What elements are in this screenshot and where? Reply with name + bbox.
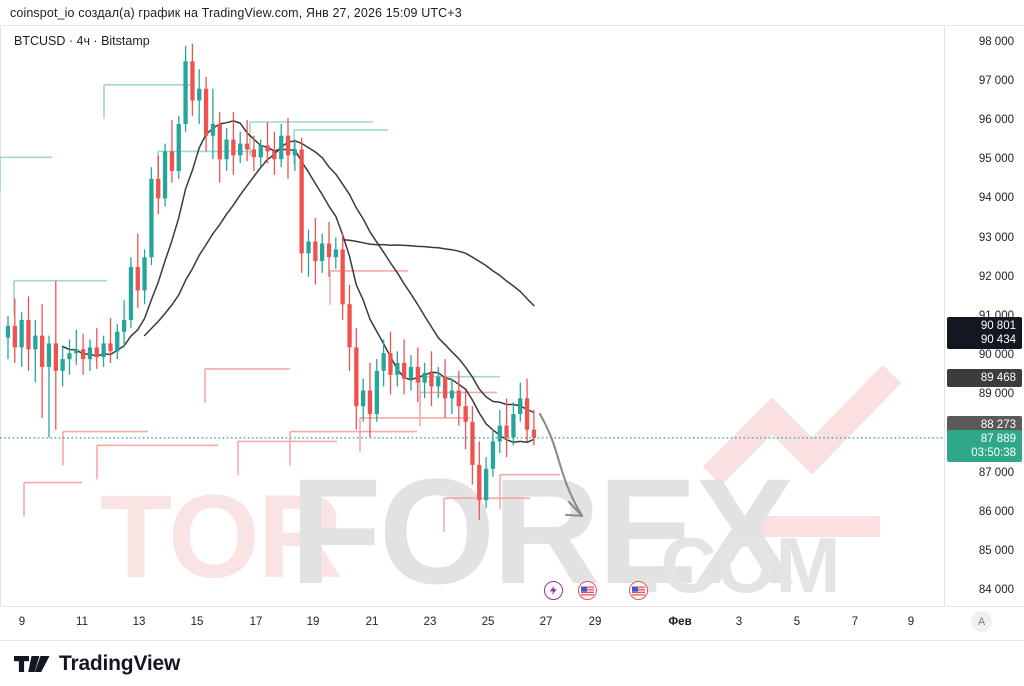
time-tick-label: 27 — [539, 616, 553, 628]
price-tick-label: 93 000 — [978, 231, 1014, 244]
us-flag-icon[interactable] — [629, 581, 648, 600]
tradingview-footer: TradingView — [0, 640, 1024, 686]
price-tick-label: 96 000 — [978, 114, 1014, 127]
time-tick-label: 9 — [907, 616, 915, 628]
price-axis[interactable]: 98 000 97 000 96 000 95 000 94 000 93 000 92 0… — [944, 26, 1024, 606]
ma-price-badge-3: 89 468 — [947, 369, 1022, 387]
price-badge-value: 87 889 — [980, 432, 1016, 445]
chart-frame: TOR FOREX .COM 98 000 97 000 96 000 95 000 9… — [0, 26, 1024, 640]
time-tick-label: 25 — [481, 616, 495, 628]
time-tick-label: 21 — [365, 616, 379, 628]
price-tick-label: 95 000 — [978, 153, 1014, 166]
tradingview-wordmark: TradingView — [59, 651, 181, 675]
price-tick-label: 87 000 — [978, 466, 1014, 479]
time-axis[interactable]: A 9 11 13 15 17 19 21 23 25 27 29 Фев 3 5 7 9 — [0, 606, 1024, 640]
time-tick-label: 17 — [249, 616, 263, 628]
time-tick-label: 3 — [735, 616, 743, 628]
lightning-bolt-icon[interactable] — [544, 581, 563, 600]
price-badge-value: 90 801 — [980, 319, 1016, 332]
candlestick-series — [0, 43, 944, 533]
price-tick-label: 89 000 — [978, 388, 1014, 401]
price-tick-label: 98 000 — [978, 35, 1014, 48]
time-tick-label: 29 — [588, 616, 602, 628]
time-tick-label: 13 — [132, 616, 146, 628]
time-tick-label: 23 — [423, 616, 437, 628]
price-badge-countdown: 03:50:38 — [971, 446, 1016, 459]
price-tick-label: 92 000 — [978, 270, 1014, 283]
symbol-legend[interactable]: BTCUSD · 4ч · Bitstamp — [14, 34, 150, 48]
time-tick-label: 15 — [190, 616, 204, 628]
chart-plot-area[interactable]: TOR FOREX .COM — [0, 26, 944, 606]
ma-price-badge-1: 90 801 — [947, 316, 1022, 335]
time-tick-label: Фев — [668, 616, 692, 628]
time-tick-label: 7 — [851, 616, 859, 628]
price-badge-value: 90 434 — [980, 334, 1016, 347]
tradingview-logo-icon — [14, 655, 50, 672]
price-tick-label: 94 000 — [978, 192, 1014, 205]
price-tick-label: 86 000 — [978, 505, 1014, 518]
time-tick-label: 19 — [306, 616, 320, 628]
attribution-text: coinspot_io создал(а) график на TradingV… — [10, 5, 462, 20]
price-tick-label: 85 000 — [978, 545, 1014, 558]
price-tick-label: 97 000 — [978, 74, 1014, 87]
price-badge-value: 89 468 — [980, 372, 1016, 384]
time-tick-label: 11 — [76, 616, 88, 628]
price-tick-label: 84 000 — [978, 584, 1014, 597]
auto-scale-button[interactable]: A — [971, 611, 992, 632]
time-tick-label: 5 — [793, 616, 801, 628]
time-tick-label: 9 — [18, 616, 26, 628]
plot-left-border — [0, 26, 1, 606]
attribution-bar: coinspot_io создал(а) график на TradingV… — [0, 0, 1024, 26]
last-price-badge[interactable]: 87 889 03:50:38 — [947, 429, 1022, 462]
price-badge-value: 88 273 — [980, 418, 1016, 431]
price-tick-label: 90 000 — [978, 349, 1014, 362]
us-flag-icon[interactable] — [578, 581, 597, 600]
ma-price-badge-4: 88 273 — [947, 415, 1022, 434]
ma-price-badge-2: 90 434 — [947, 331, 1022, 350]
